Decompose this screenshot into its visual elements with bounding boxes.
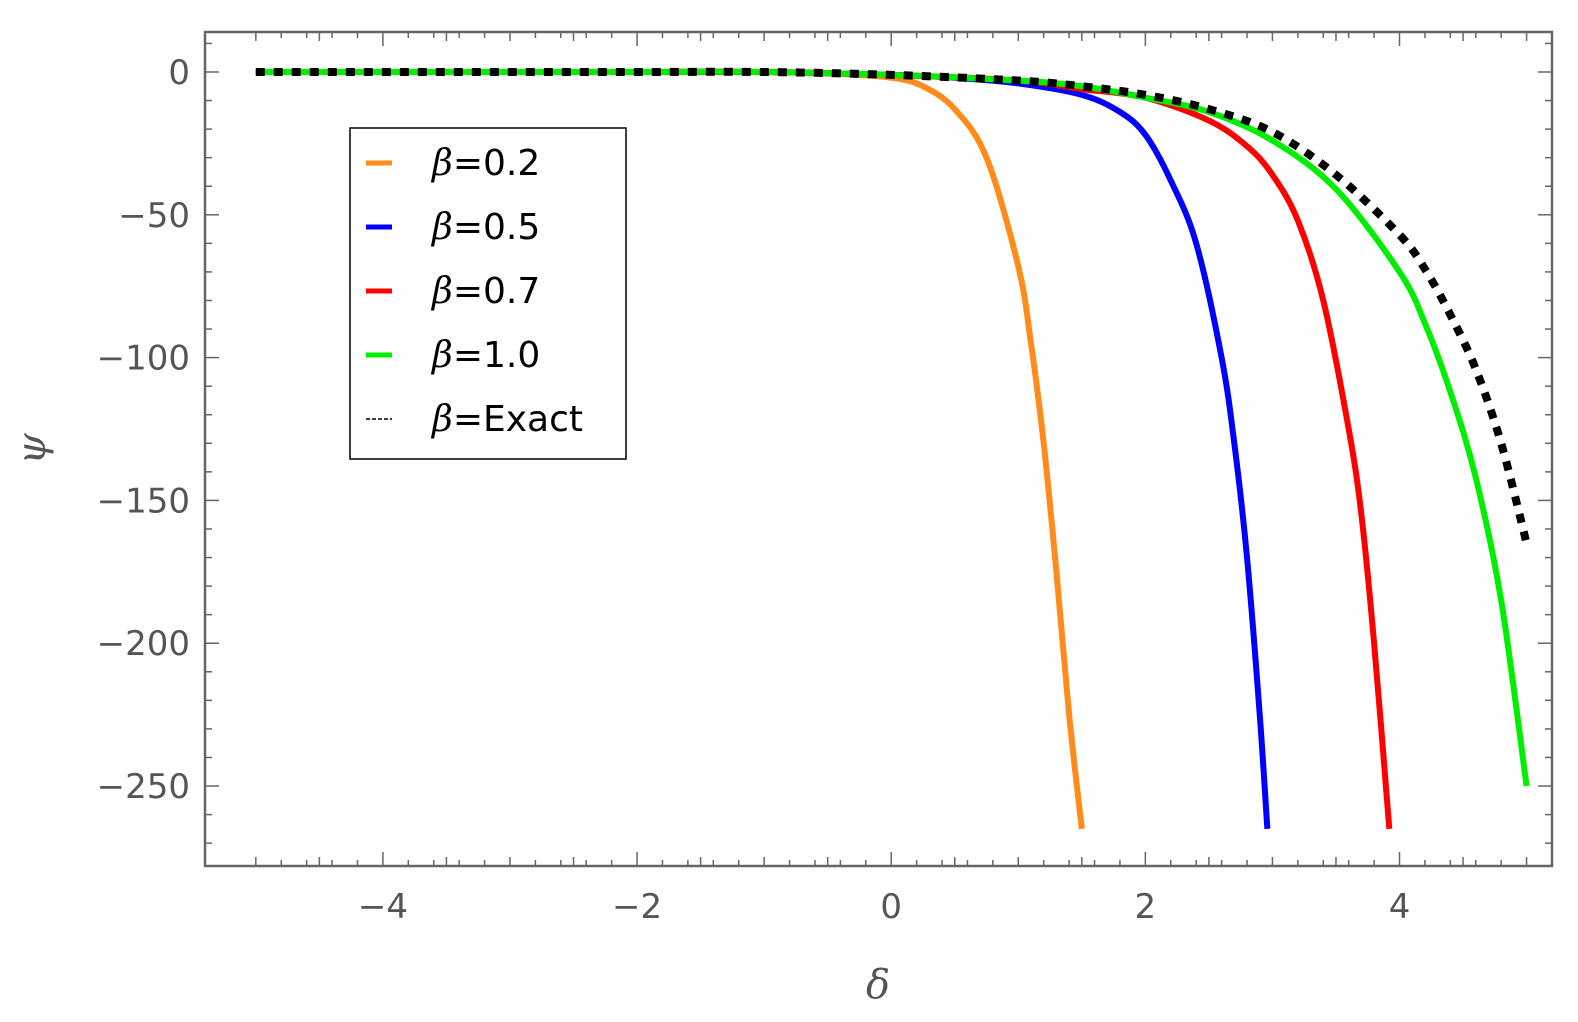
x-tick-label: −4 bbox=[358, 887, 408, 927]
legend-label-symbol: β bbox=[430, 271, 453, 312]
legend: β=0.2β=0.5β=0.7β=1.0β=Exact bbox=[349, 127, 627, 460]
x-tick-label: 2 bbox=[1135, 887, 1157, 927]
legend-label-symbol: β bbox=[430, 143, 453, 184]
y-axis-title: ψ bbox=[9, 433, 55, 465]
legend-label: β=0.2 bbox=[430, 143, 540, 184]
legend-label-value: =0.2 bbox=[453, 143, 540, 184]
legend-label-symbol: β bbox=[430, 335, 453, 376]
legend-label-value: =Exact bbox=[453, 399, 583, 440]
y-tick-label: −50 bbox=[118, 196, 190, 236]
legend-label-value: =1.0 bbox=[453, 335, 540, 376]
legend-label: β=0.5 bbox=[430, 207, 540, 248]
y-tick-label: −100 bbox=[97, 339, 190, 379]
x-tick-label: 0 bbox=[880, 887, 902, 927]
legend-label: β=1.0 bbox=[430, 335, 540, 376]
y-tick-label: −150 bbox=[97, 481, 190, 521]
y-tick-label: 0 bbox=[168, 53, 190, 93]
series-line-β=Exact bbox=[255, 67, 1531, 545]
legend-label-symbol: β bbox=[430, 207, 453, 248]
plot-area bbox=[203, 30, 1554, 868]
axis-ticks bbox=[205, 32, 1552, 866]
legend-label-value: =0.7 bbox=[453, 271, 540, 312]
legend-label: β=0.7 bbox=[430, 271, 540, 312]
x-axis-title: δ bbox=[866, 962, 890, 1008]
legend-label-value: =0.5 bbox=[453, 207, 540, 248]
legend-label-symbol: β bbox=[430, 399, 453, 440]
legend-label: β=Exact bbox=[430, 399, 583, 440]
x-tick-label: −2 bbox=[612, 887, 662, 927]
x-tick-label: 4 bbox=[1389, 887, 1411, 927]
legend-box bbox=[349, 127, 627, 460]
tick-labels: −4 −2 0 2 4 0 −50 −100 −150 −200 −250 bbox=[97, 53, 1411, 927]
y-tick-label: −200 bbox=[97, 624, 190, 664]
series-lines bbox=[255, 67, 1531, 830]
y-tick-label: −250 bbox=[97, 767, 190, 807]
